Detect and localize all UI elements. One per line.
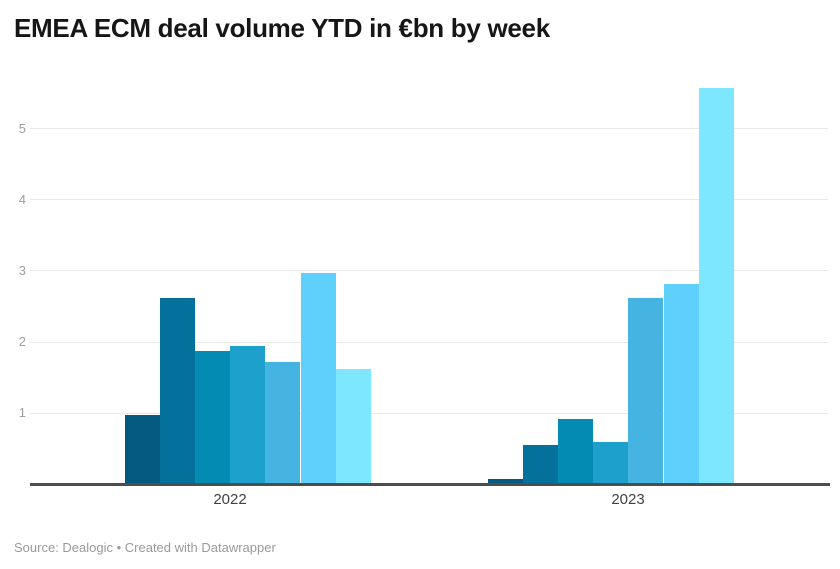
x-axis-label-2022: 2022: [213, 491, 247, 508]
bar-2022-week-4: [230, 345, 266, 483]
gridline-y-5: [30, 128, 828, 129]
gridline-y-3: [30, 270, 828, 272]
bar-2022-week-1: [125, 415, 161, 483]
y-tick-label-5: 5: [18, 120, 26, 136]
gridline-y-4: [30, 199, 828, 201]
y-tick-label-4: 4: [18, 191, 26, 207]
chart-title: EMEA ECM deal volume YTD in €bn by week: [14, 13, 550, 43]
y-tick-label-3: 3: [18, 262, 26, 278]
bar-2023-week-5: [628, 297, 664, 483]
x-axis-line: [30, 483, 830, 486]
bar-2023-week-6: [663, 283, 699, 483]
bar-2023-week-1: [488, 478, 524, 483]
bar-2022-week-7: [335, 369, 371, 483]
y-tick-label-2: 2: [18, 334, 26, 350]
bar-2022-week-3: [195, 351, 231, 483]
bar-2022-week-6: [300, 272, 336, 483]
bar-2023-week-7: [698, 87, 734, 483]
bar-2023-week-3: [558, 418, 594, 483]
x-axis-label-2023: 2023: [611, 491, 645, 508]
bar-2023-week-4: [593, 442, 629, 483]
y-tick-label-1: 1: [18, 405, 26, 421]
bar-2022-week-5: [265, 361, 301, 483]
source-note: Source: Dealogic • Created with Datawrap…: [14, 540, 276, 555]
gridline-y-1: [30, 412, 828, 414]
bar-2022-week-2: [160, 297, 196, 483]
bar-2023-week-2: [523, 445, 559, 483]
gridline-y-2: [30, 341, 828, 343]
